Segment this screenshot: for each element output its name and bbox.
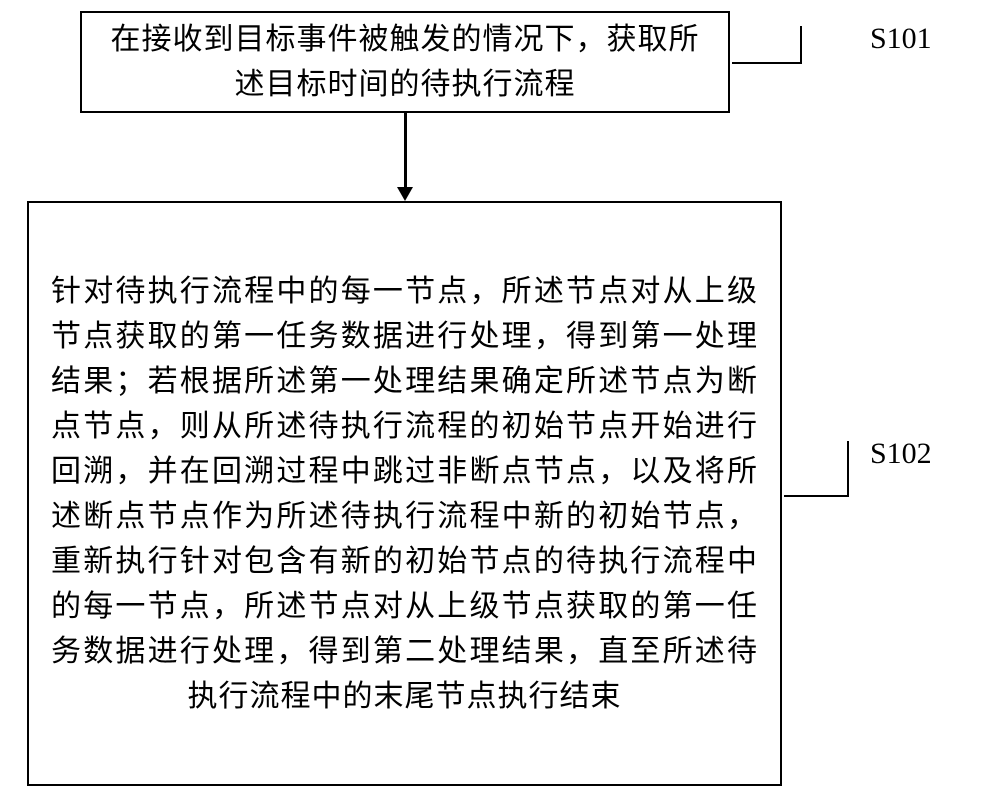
flowchart-container: 在接收到目标事件被触发的情况下，获取所述目标时间的待执行流程 S101 针对待执…: [0, 0, 1000, 807]
flow-box-s101: 在接收到目标事件被触发的情况下，获取所述目标时间的待执行流程: [80, 11, 730, 113]
callout-s102-v: [847, 441, 849, 497]
edge-s101-s102-line: [404, 113, 407, 187]
step-label-s102: S102: [870, 437, 932, 471]
flow-box-s101-text: 在接收到目标事件被触发的情况下，获取所述目标时间的待执行流程: [102, 17, 708, 107]
callout-s101-h: [732, 62, 800, 64]
flow-box-s102: 针对待执行流程中的每一节点，所述节点对从上级节点获取的第一任务数据进行处理，得到…: [27, 201, 782, 786]
edge-s101-s102-arrow: [397, 187, 413, 201]
callout-s101-v: [800, 26, 802, 64]
step-label-s101: S101: [870, 22, 932, 56]
flow-box-s102-text: 针对待执行流程中的每一节点，所述节点对从上级节点获取的第一任务数据进行处理，得到…: [51, 269, 758, 719]
callout-s102-h: [784, 495, 847, 497]
